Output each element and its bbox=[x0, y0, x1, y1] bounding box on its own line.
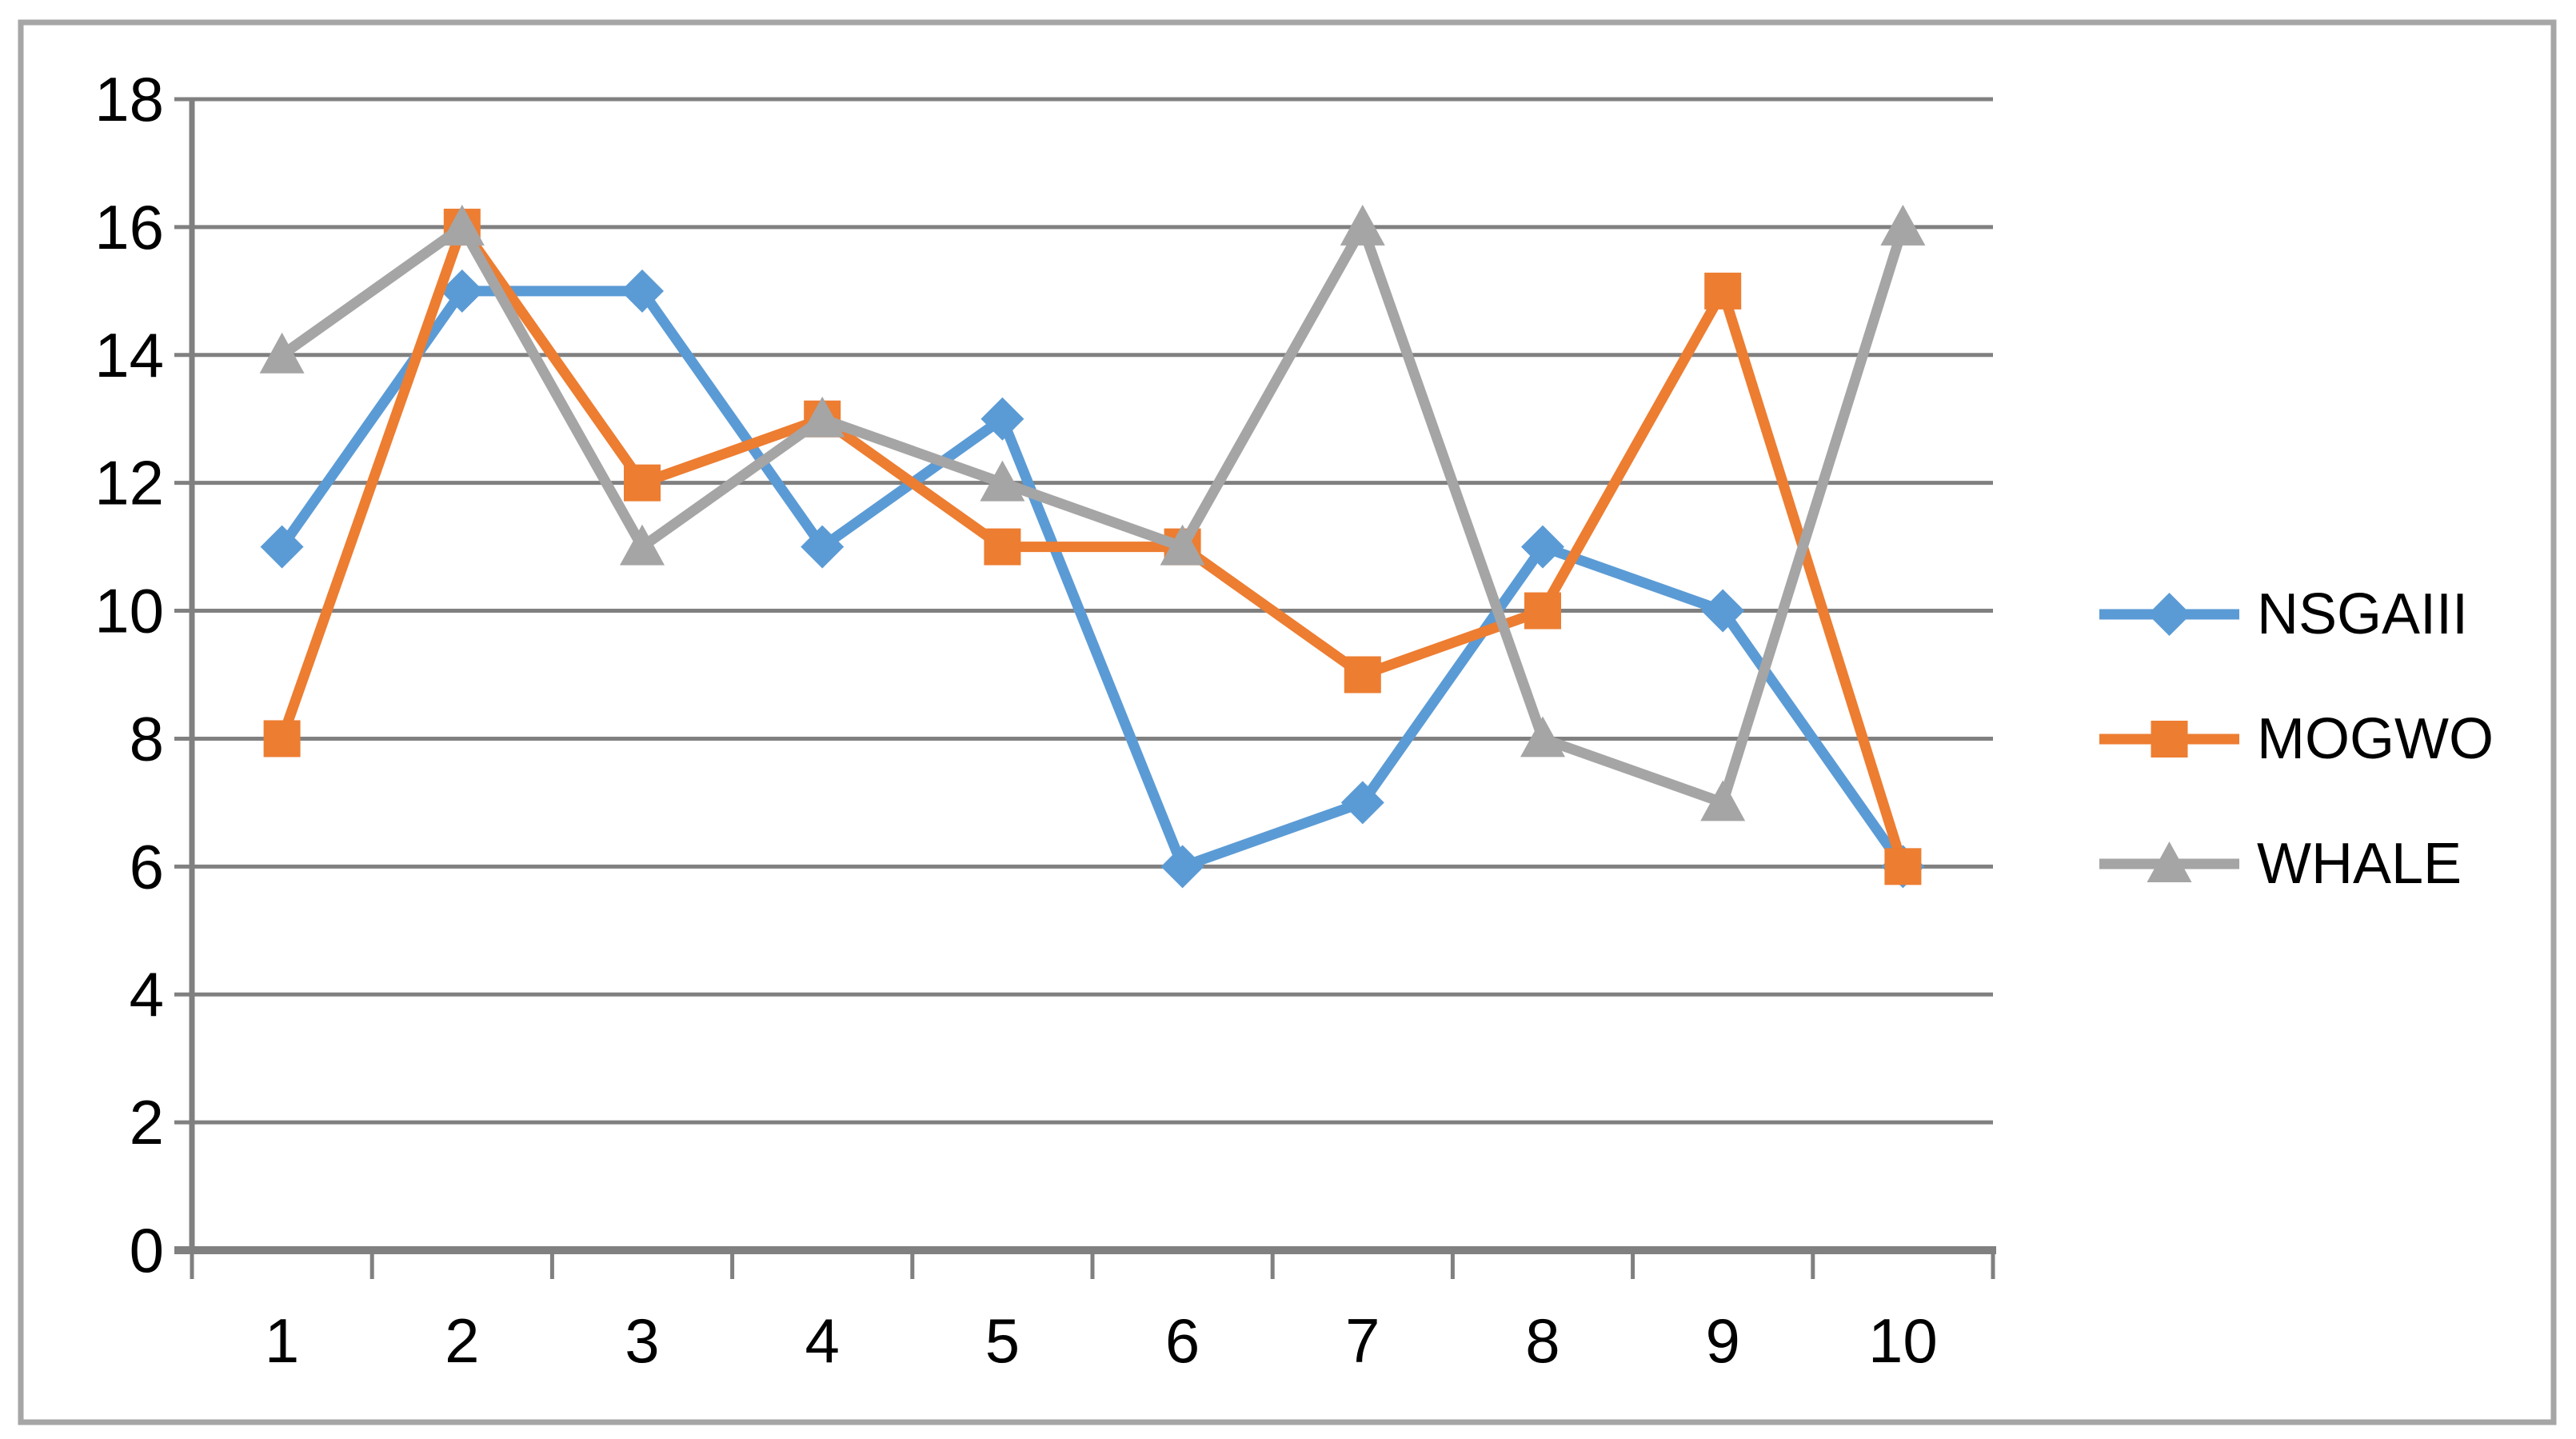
marker-NSGAIII-6 bbox=[1160, 845, 1204, 889]
marker-NSGAIII-7 bbox=[1340, 781, 1384, 825]
legend-label-NSGAIII: NSGAIII bbox=[2257, 582, 2468, 646]
y-tick-label-18: 18 bbox=[94, 64, 164, 134]
marker-WHALE-7 bbox=[1340, 204, 1385, 246]
marker-NSGAIII-8 bbox=[1521, 525, 1564, 569]
y-tick-label-6: 6 bbox=[130, 831, 164, 901]
x-tick-label-4: 4 bbox=[805, 1305, 840, 1376]
marker-MOGWO-8 bbox=[1524, 592, 1561, 630]
series-line-NSGAIII bbox=[277, 286, 1908, 872]
series-line-MOGWO bbox=[277, 222, 1908, 872]
x-tick-label-7: 7 bbox=[1345, 1305, 1380, 1376]
x-tick-label-5: 5 bbox=[985, 1305, 1020, 1376]
y-tick-label-14: 14 bbox=[94, 320, 164, 390]
marker-WHALE-10 bbox=[1880, 204, 1926, 246]
marker-WHALE-1 bbox=[259, 332, 305, 374]
legend-item-WHALE: WHALE bbox=[2099, 832, 2462, 896]
marker-NSGAIII-2 bbox=[440, 269, 484, 313]
legend-swatch-marker-NSGAIII bbox=[2147, 593, 2191, 636]
y-tick-label-8: 8 bbox=[130, 703, 164, 773]
marker-MOGWO-9 bbox=[1704, 272, 1742, 310]
series-line-WHALE bbox=[277, 222, 1908, 808]
y-tick-label-2: 2 bbox=[130, 1087, 164, 1157]
marker-NSGAIII-1 bbox=[260, 525, 304, 569]
legend-swatch-marker-WHALE bbox=[2147, 841, 2192, 882]
legend-label-MOGWO: MOGWO bbox=[2257, 707, 2494, 771]
marker-NSGAIII-4 bbox=[801, 525, 845, 569]
x-tick-label-8: 8 bbox=[1525, 1305, 1560, 1376]
marker-MOGWO-1 bbox=[263, 720, 301, 757]
y-tick-label-4: 4 bbox=[130, 959, 164, 1029]
y-tick-label-16: 16 bbox=[94, 192, 164, 262]
x-tick-label-3: 3 bbox=[625, 1305, 659, 1376]
x-tick-label-2: 2 bbox=[445, 1305, 479, 1376]
marker-MOGWO-5 bbox=[984, 528, 1021, 566]
marker-WHALE-6 bbox=[1160, 524, 1205, 566]
marker-NSGAIII-5 bbox=[980, 397, 1024, 441]
x-tick-label-1: 1 bbox=[265, 1305, 299, 1376]
marker-WHALE-9 bbox=[1700, 780, 1746, 821]
marker-WHALE-5 bbox=[980, 460, 1025, 502]
marker-WHALE-2 bbox=[439, 204, 485, 246]
x-tick-label-6: 6 bbox=[1165, 1305, 1200, 1376]
marker-WHALE-3 bbox=[620, 524, 665, 566]
marker-MOGWO-3 bbox=[624, 464, 661, 502]
marker-MOGWO-7 bbox=[1344, 656, 1381, 694]
y-tick-label-0: 0 bbox=[130, 1215, 164, 1285]
x-tick-label-9: 9 bbox=[1706, 1305, 1740, 1376]
marker-NSGAIII-3 bbox=[621, 269, 664, 313]
marker-NSGAIII-9 bbox=[1701, 589, 1745, 633]
x-tick-label-10: 10 bbox=[1868, 1305, 1938, 1376]
legend-label-WHALE: WHALE bbox=[2257, 832, 2462, 896]
marker-MOGWO-10 bbox=[1884, 848, 1922, 885]
marker-WHALE-8 bbox=[1520, 716, 1565, 757]
y-tick-label-12: 12 bbox=[94, 448, 164, 518]
figure-border bbox=[18, 19, 2557, 1425]
legend-item-MOGWO: MOGWO bbox=[2099, 707, 2494, 771]
legend-item-NSGAIII: NSGAIII bbox=[2099, 582, 2468, 646]
legend-swatch-marker-MOGWO bbox=[2151, 721, 2188, 757]
marker-WHALE-4 bbox=[800, 396, 845, 438]
y-tick-label-10: 10 bbox=[94, 576, 164, 646]
